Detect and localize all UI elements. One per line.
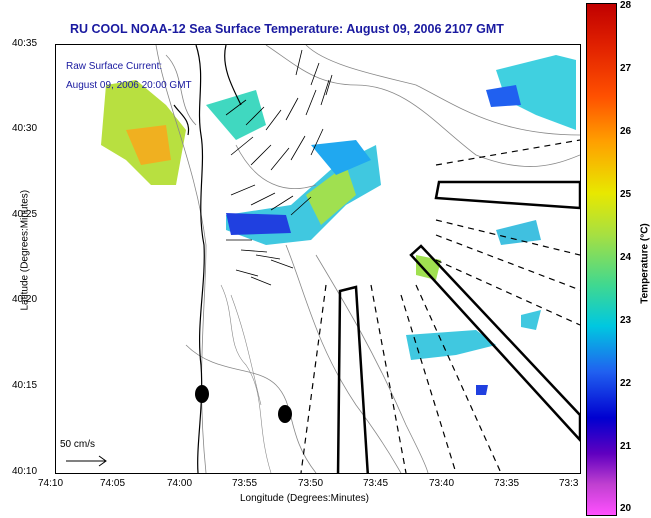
legend-line2: August 09, 2006 20:00 GMT — [66, 80, 192, 91]
xtick: 74:00 — [167, 478, 193, 489]
xtick: 73:35 — [494, 478, 520, 489]
xtick: 73:3 — [559, 478, 579, 489]
temperature-colorbar — [586, 3, 617, 516]
colorbar-tick: 20 — [620, 503, 632, 514]
xtick: 74:10 — [38, 478, 64, 489]
buoy-marker — [278, 405, 292, 423]
xtick: 73:40 — [429, 478, 455, 489]
colorbar-label: Temperature (°C) — [639, 223, 651, 304]
xtick: 73:55 — [232, 478, 258, 489]
study-region-lines — [336, 180, 580, 473]
colorbar-tick: 21 — [620, 441, 632, 452]
ytick: 40:20 — [12, 294, 38, 305]
colorbar-tick: 28 — [620, 0, 632, 11]
map-plot-area[interactable]: Raw Surface Current: August 09, 2006 20:… — [55, 44, 581, 474]
ytick: 40:30 — [12, 123, 38, 134]
colorbar-tick: 26 — [620, 126, 632, 137]
map-canvas — [66, 45, 580, 473]
bathymetry-contours — [155, 45, 580, 473]
colorbar-tick: 22 — [620, 378, 632, 389]
ytick: 40:35 — [12, 38, 38, 49]
scale-label: 50 cm/s — [60, 439, 96, 450]
legend-line1: Raw Surface Current: — [66, 61, 163, 72]
xtick: 74:05 — [100, 478, 126, 489]
current-vectors — [225, 49, 333, 286]
dashed-lines — [300, 139, 580, 473]
map-title: RU COOL NOAA-12 Sea Surface Temperature:… — [70, 22, 504, 36]
colorbar-tick: 24 — [620, 252, 632, 263]
ytick: 40:25 — [12, 209, 38, 220]
ytick: 40:15 — [12, 380, 38, 391]
xtick: 73:45 — [363, 478, 389, 489]
scale-arrow — [66, 455, 107, 467]
y-axis-label: Latitude (Degrees:Minutes) — [19, 189, 31, 311]
colorbar-tick: 23 — [620, 315, 632, 326]
sst-patches — [101, 55, 576, 395]
current-legend: Raw Surface Current: August 09, 2006 20:… — [66, 57, 192, 95]
xtick: 73:50 — [298, 478, 324, 489]
buoy-marker — [195, 385, 209, 403]
x-axis-label: Longitude (Degrees:Minutes) — [240, 493, 369, 504]
colorbar-tick: 27 — [620, 63, 632, 74]
ytick: 40:10 — [12, 466, 38, 477]
colorbar-tick: 25 — [620, 189, 632, 200]
